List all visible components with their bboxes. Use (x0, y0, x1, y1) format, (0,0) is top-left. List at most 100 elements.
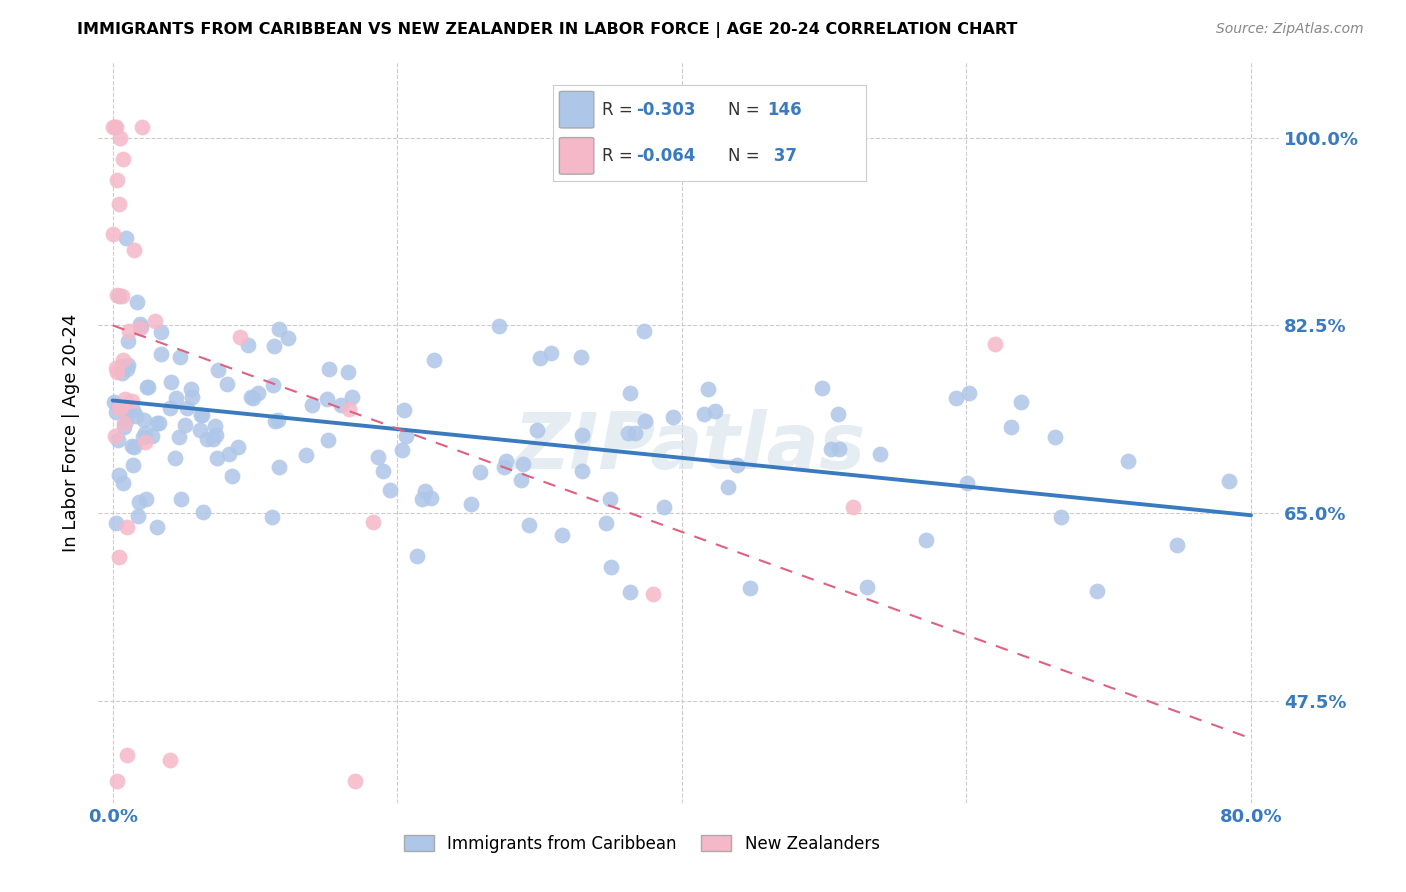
Point (115, 413, 138, 427)
Point (367, 450, 389, 464)
Point (540, 346, 562, 360)
Point (945, 391, 967, 405)
Point (725, 458, 748, 472)
Point (110, 401, 132, 415)
Point (470, 466, 492, 480)
Point (336, 365, 359, 379)
Point (105, 173, 128, 187)
Point (394, 402, 416, 417)
Point (181, 391, 204, 405)
Point (1218, 474, 1240, 488)
Point (134, 425, 156, 440)
Point (957, 386, 980, 401)
Point (423, 352, 446, 367)
Point (115, 403, 138, 417)
Point (121, 394, 143, 409)
Point (146, 519, 169, 533)
Point (820, 442, 842, 457)
Point (111, 366, 134, 380)
Point (571, 464, 593, 478)
Point (295, 448, 318, 462)
Point (108, 197, 131, 211)
Point (205, 428, 228, 442)
Point (215, 376, 238, 391)
Point (330, 398, 353, 412)
Point (267, 322, 290, 336)
Point (107, 434, 129, 448)
Point (176, 401, 198, 415)
Point (108, 550, 131, 565)
Point (419, 491, 441, 506)
Point (167, 430, 190, 444)
Point (316, 434, 339, 448)
Point (150, 325, 173, 339)
Point (856, 580, 879, 594)
Point (141, 428, 163, 442)
Point (841, 500, 863, 514)
Point (101, 227, 124, 241)
Point (111, 289, 134, 303)
Point (738, 581, 761, 595)
Point (114, 392, 136, 406)
Point (512, 457, 534, 471)
Point (115, 520, 138, 534)
Point (1000, 420, 1022, 434)
Point (115, 231, 138, 245)
Point (150, 347, 173, 361)
Point (136, 380, 159, 394)
Point (104, 429, 127, 443)
Point (159, 401, 181, 415)
Point (104, 120, 127, 134)
Point (236, 338, 259, 352)
Point (569, 350, 592, 364)
Point (121, 402, 143, 417)
Point (488, 319, 510, 334)
Point (180, 382, 202, 396)
Point (121, 439, 143, 453)
Point (526, 423, 548, 437)
Point (112, 420, 135, 434)
Point (104, 405, 127, 419)
Point (134, 413, 156, 427)
Point (394, 429, 416, 443)
Point (955, 476, 977, 491)
Point (262, 378, 284, 392)
Point (128, 317, 150, 331)
Point (828, 442, 851, 456)
Point (174, 417, 197, 432)
Point (624, 426, 647, 441)
Point (191, 505, 214, 519)
Point (378, 483, 401, 497)
Point (551, 528, 574, 542)
Point (411, 492, 433, 507)
Point (340, 390, 363, 404)
Text: IMMIGRANTS FROM CARIBBEAN VS NEW ZEALANDER IN LABOR FORCE | AGE 20-24 CORRELATIO: IMMIGRANTS FROM CARIBBEAN VS NEW ZEALAND… (77, 22, 1018, 38)
Point (108, 467, 131, 482)
Point (510, 473, 533, 487)
Point (652, 500, 675, 514)
Point (131, 120, 153, 134)
Point (105, 516, 128, 530)
Legend: Immigrants from Caribbean, New Zealanders: Immigrants from Caribbean, New Zealander… (395, 826, 889, 861)
Point (118, 324, 141, 338)
Point (160, 375, 183, 389)
Point (413, 484, 436, 499)
Point (111, 353, 134, 368)
Point (391, 443, 413, 458)
Point (129, 321, 152, 335)
Point (190, 408, 212, 422)
Point (117, 358, 139, 372)
Point (148, 416, 170, 430)
Point (124, 244, 146, 258)
Point (127, 508, 149, 523)
Point (201, 433, 224, 447)
Point (267, 412, 290, 426)
Point (363, 515, 385, 529)
Point (619, 385, 641, 400)
Point (915, 533, 938, 548)
Point (495, 454, 517, 468)
Point (529, 351, 551, 366)
Point (111, 359, 134, 374)
Point (661, 409, 683, 424)
Point (263, 339, 285, 353)
